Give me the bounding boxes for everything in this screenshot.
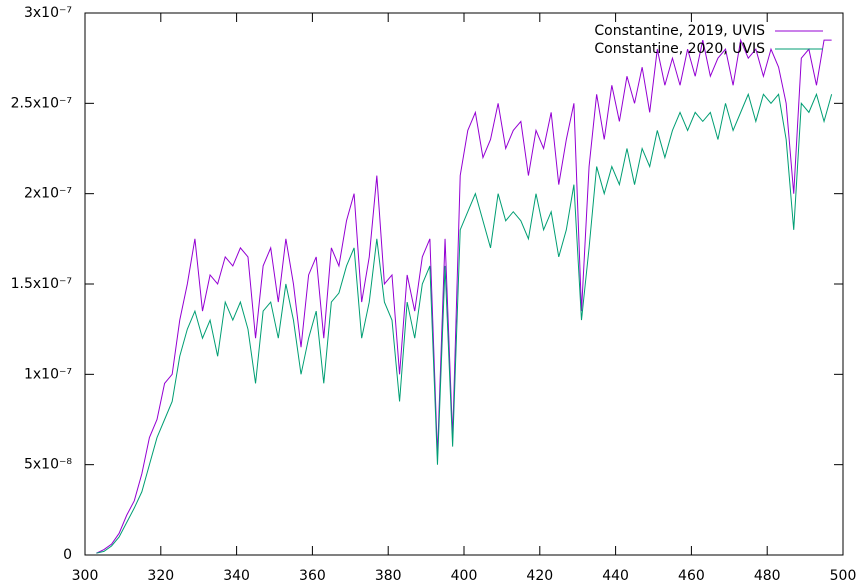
x-tick-label: 360 [299, 568, 326, 584]
x-tick-label: 300 [72, 568, 99, 584]
y-tick-label: 1x10⁻⁷ [24, 366, 72, 382]
x-tick-label: 500 [830, 568, 857, 584]
x-tick-label: 400 [451, 568, 478, 584]
x-tick-label: 480 [754, 568, 781, 584]
y-tick-label: 2.5x10⁻⁷ [11, 95, 72, 111]
y-tick-label: 0 [63, 547, 72, 563]
x-tick-label: 320 [147, 568, 174, 584]
series-line [96, 38, 832, 554]
legend-label: Constantine, 2020, UVIS [594, 41, 765, 57]
x-tick-label: 380 [375, 568, 402, 584]
legend-label: Constantine, 2019, UVIS [594, 23, 765, 39]
x-tick-label: 460 [678, 568, 705, 584]
y-tick-label: 2x10⁻⁷ [24, 186, 72, 202]
x-tick-label: 420 [526, 568, 553, 584]
x-tick-label: 340 [223, 568, 250, 584]
y-tick-label: 3x10⁻⁷ [24, 5, 72, 21]
x-tick-label: 440 [602, 568, 629, 584]
y-tick-label: 1.5x10⁻⁷ [11, 276, 72, 292]
plot-frame [84, 12, 844, 556]
y-tick-label: 5x10⁻⁸ [24, 457, 72, 473]
series-line [96, 92, 833, 554]
